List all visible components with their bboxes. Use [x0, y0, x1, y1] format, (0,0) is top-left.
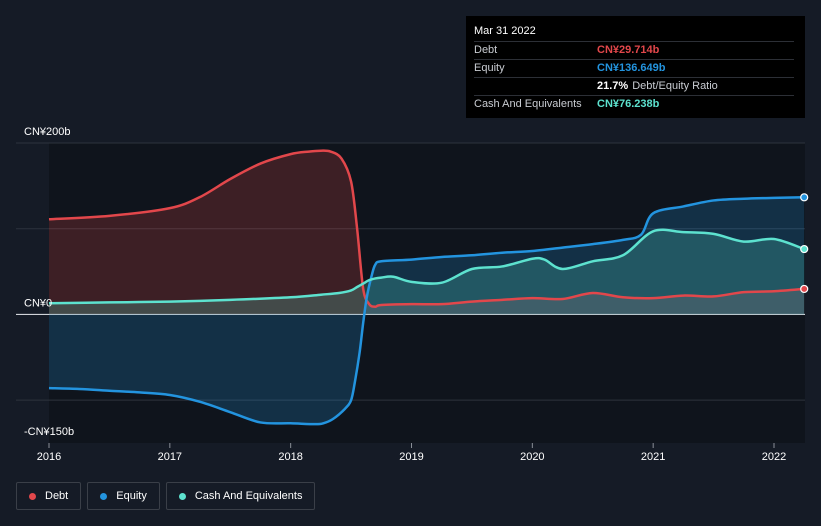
y-tick-label: -CN¥150b — [24, 426, 74, 438]
debt-endpoint — [800, 284, 809, 294]
equity-endpoint — [800, 193, 809, 202]
legend-item-cash-and-equivalents[interactable]: Cash And Equivalents — [165, 482, 316, 510]
series-areas — [49, 150, 805, 425]
x-tick-label: 2019 — [399, 451, 423, 463]
x-axis: 2016 2017 2018 2019 2020 2021 2022 — [37, 443, 786, 463]
cash-and-equivalents-line — [48, 228, 805, 305]
x-tick-label: 2022 — [762, 451, 786, 463]
x-tick-label: 2017 — [158, 451, 182, 463]
y-tick-label: CN¥0 — [24, 297, 52, 309]
series-lines — [48, 149, 805, 426]
series-endpoints — [800, 193, 809, 294]
debt-line — [48, 149, 805, 308]
tooltip-value: CN¥136.649b — [597, 62, 666, 74]
tooltip-row-ratio: 21.7% Debt/Equity Ratio — [474, 77, 794, 95]
legend-label: Equity — [116, 490, 147, 502]
legend-item-debt[interactable]: Debt — [16, 482, 82, 510]
legend-label: Cash And Equivalents — [194, 490, 303, 502]
debt-area — [49, 150, 805, 315]
tooltip-date: Mar 31 2022 — [474, 25, 536, 37]
tooltip-row-debt: Debt CN¥29.714b — [474, 41, 794, 59]
y-tick-label: CN¥200b — [24, 126, 70, 138]
tooltip-label: Debt — [474, 44, 498, 56]
tooltip-row-cash: Cash And Equivalents CN¥76.238b — [474, 95, 794, 113]
gridlines — [16, 142, 805, 401]
x-tick-label: 2016 — [37, 451, 61, 463]
legend-dot-icon — [100, 492, 108, 500]
tooltip-suffix: Debt/Equity Ratio — [632, 80, 718, 92]
legend-label: Debt — [45, 490, 69, 502]
tooltip-value: CN¥29.714b — [597, 44, 660, 56]
tooltip-value: CN¥76.238b — [597, 98, 660, 110]
tooltip-row-equity: Equity CN¥136.649b — [474, 59, 794, 77]
y-axis: CN¥200b CN¥0 -CN¥150b — [24, 126, 74, 438]
legend: Debt Equity Cash And Equivalents — [16, 482, 316, 510]
tooltip-panel: Mar 31 2022 Debt CN¥29.714b Equity CN¥13… — [466, 16, 805, 118]
x-tick-label: 2018 — [278, 451, 302, 463]
legend-dot-icon — [29, 492, 36, 500]
x-tick-label: 2020 — [520, 451, 544, 463]
x-tick-label: 2021 — [641, 451, 665, 463]
cash-and-equivalents-area — [49, 229, 805, 315]
tooltip-value: 21.7% — [597, 80, 629, 92]
tooltip-label: Cash And Equivalents — [474, 98, 582, 110]
equity-line — [48, 196, 805, 426]
equity-area — [49, 197, 805, 425]
legend-dot-icon — [178, 492, 186, 500]
cash-and-equivalents-endpoint — [800, 244, 809, 254]
tooltip-label: Equity — [474, 62, 505, 74]
tooltip-label — [474, 78, 597, 95]
future-shade — [49, 143, 805, 443]
legend-item-equity[interactable]: Equity — [87, 482, 160, 510]
